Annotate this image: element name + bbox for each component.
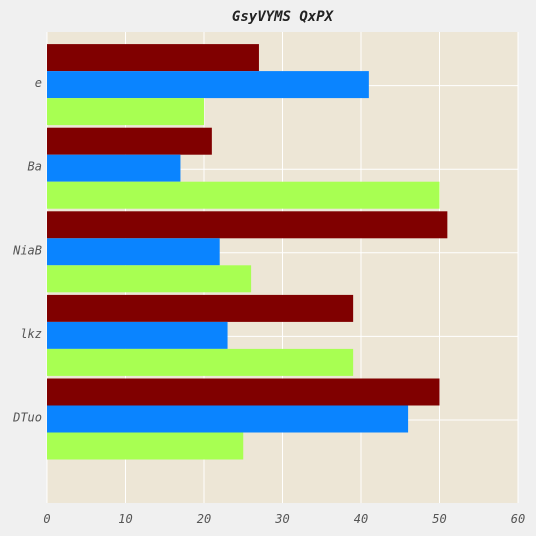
y-tick-label: lkz: [20, 327, 42, 341]
bar: [47, 127, 212, 155]
bar: [47, 154, 181, 182]
x-tick-label: 20: [197, 512, 211, 526]
bar: [47, 211, 448, 239]
bar: [47, 294, 354, 322]
bar: [47, 432, 244, 460]
x-tick-label: 10: [118, 512, 132, 526]
bars: [47, 44, 448, 460]
y-tick-label: Ba: [28, 160, 42, 174]
x-tick-labels: 0 10 20 30 40 50 60: [43, 512, 525, 526]
x-tick-label: 0: [43, 512, 50, 526]
bar: [47, 348, 354, 376]
x-tick-label: 40: [354, 512, 368, 526]
x-tick-label: 50: [432, 512, 446, 526]
bar: [47, 378, 440, 406]
bar: [47, 321, 228, 349]
y-tick-labels: DTuo lkz NiaB Ba e: [12, 76, 42, 424]
y-tick-label: NiaB: [12, 243, 42, 257]
x-tick-label: 30: [274, 512, 289, 526]
y-tick-label: e: [35, 76, 42, 90]
bar: [47, 181, 440, 209]
bar: [47, 238, 220, 266]
bar: [47, 405, 409, 433]
bar: [47, 71, 369, 99]
bar: [47, 98, 204, 126]
chart-title: GsyVYMS QxPX: [232, 9, 335, 25]
bar: [47, 265, 252, 293]
bar: [47, 44, 259, 72]
x-tick-label: 60: [511, 512, 525, 526]
y-tick-label: DTuo: [12, 411, 42, 425]
